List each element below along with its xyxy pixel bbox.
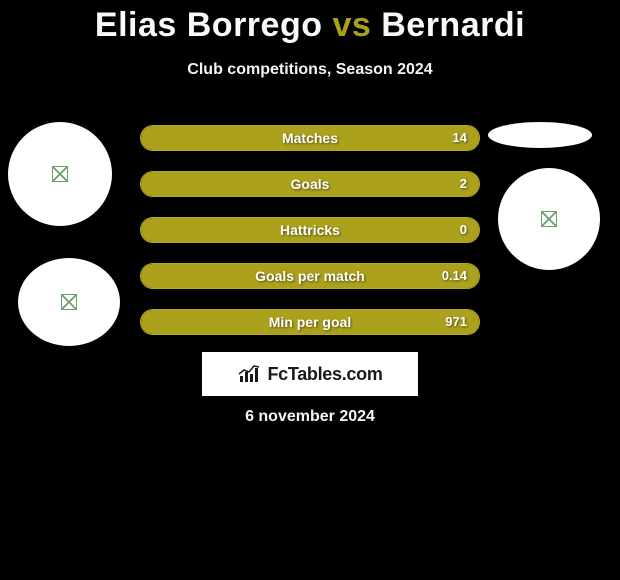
stat-value: 14 [453, 126, 467, 150]
stat-row-goals-per-match: Goals per match 0.14 [140, 263, 480, 289]
stats-container: Matches 14 Goals 2 Hattricks 0 Goals per… [140, 125, 480, 355]
stat-row-min-per-goal: Min per goal 971 [140, 309, 480, 335]
vs-text: vs [332, 6, 371, 44]
footer-date: 6 november 2024 [0, 408, 620, 426]
stat-value: 0.14 [442, 264, 467, 288]
player2-avatar-large [498, 168, 600, 270]
player2-avatar-ellipse [488, 122, 592, 148]
stat-label: Goals [141, 172, 479, 196]
stat-label: Hattricks [141, 218, 479, 242]
branding-suffix: .com [342, 364, 383, 384]
branding-prefix: Fc [267, 364, 287, 384]
branding-box[interactable]: FcTables.com [202, 352, 418, 396]
broken-image-icon [52, 166, 68, 182]
player1-name: Elias Borrego [95, 6, 323, 44]
stat-row-matches: Matches 14 [140, 125, 480, 151]
broken-image-icon [61, 294, 77, 310]
player1-avatar-small [18, 258, 120, 346]
branding-text: FcTables.com [267, 364, 382, 385]
stat-label: Matches [141, 126, 479, 150]
page-title: Elias Borrego vs Bernardi [0, 0, 620, 45]
stat-label: Min per goal [141, 310, 479, 334]
stat-row-goals: Goals 2 [140, 171, 480, 197]
stat-row-hattricks: Hattricks 0 [140, 217, 480, 243]
stat-value: 2 [460, 172, 467, 196]
player1-avatar-large [8, 122, 112, 226]
subtitle: Club competitions, Season 2024 [0, 61, 620, 79]
branding-main: Tables [288, 364, 342, 384]
player2-name: Bernardi [381, 6, 525, 44]
stat-value: 971 [445, 310, 467, 334]
stat-label: Goals per match [141, 264, 479, 288]
chart-icon [237, 364, 263, 384]
stat-value: 0 [460, 218, 467, 242]
broken-image-icon [541, 211, 557, 227]
